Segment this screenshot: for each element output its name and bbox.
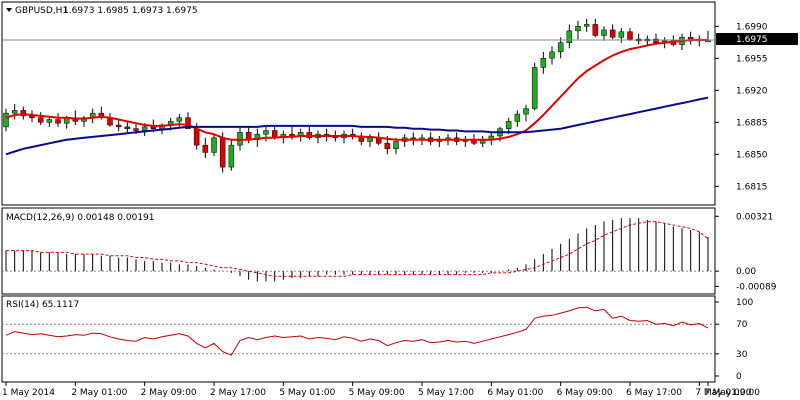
candle-bull	[228, 144, 235, 168]
macd-title: MACD(12,26,9) 0.00148 0.00191	[6, 213, 155, 223]
macd-tick-label: 0.00	[736, 267, 756, 277]
price-tick-label: 1.6955	[736, 54, 768, 64]
candle-bear	[37, 117, 44, 123]
macd-tick-label: -0.00089	[736, 282, 777, 292]
macd-axis: 0.00321 0.00 -0.00089	[715, 212, 777, 292]
candle-bear	[627, 31, 633, 40]
rsi-tick-label: 100	[736, 298, 753, 308]
candle-bull	[393, 141, 399, 150]
time-tick-label: 6 May 17:00	[626, 388, 682, 398]
candle-bull	[514, 113, 521, 122]
price-tick-label: 1.6885	[736, 118, 768, 128]
macd-signal-line	[6, 221, 709, 277]
price-panel-frame	[1, 1, 716, 206]
macd-panel[interactable]: MACD(12,26,9) 0.00148 0.00191 0.003210.0…	[1, 207, 777, 295]
macd-panel-frame	[1, 207, 716, 295]
time-tick-label: 5 May 09:00	[349, 388, 405, 398]
triangle-down-icon[interactable]	[6, 8, 12, 12]
ohlc-label: 1.6973 1.6985 1.6973 1.6975	[63, 6, 198, 16]
rsi-panel[interactable]: RSI(14) 65.1117 100 70 30 0	[1, 295, 753, 383]
price-tick-label: 1.6990	[736, 22, 768, 32]
candle-bear	[592, 24, 599, 36]
candle-bull	[549, 51, 555, 59]
symbol-label: GBPUSD,H1	[15, 6, 68, 16]
time-tick-label: 7 May 09:00	[704, 388, 760, 398]
rsi-title: RSI(14) 65.1117	[6, 300, 79, 310]
candle-bear	[124, 126, 131, 129]
price-panel[interactable]: GBPUSD,H1 1.6973 1.6985 1.6973 1.6975 1.…	[1, 1, 798, 206]
current-price-box	[716, 33, 798, 45]
candle-bull	[566, 30, 573, 43]
candle-bear	[115, 124, 122, 128]
candle-bull	[540, 58, 547, 68]
candle-bull	[523, 108, 529, 115]
time-tick-label: 5 May 01:00	[279, 388, 335, 398]
candle-bull	[11, 110, 18, 114]
time-tick-label: 1 May 2014	[2, 388, 55, 398]
time-tick-label: 5 May 17:00	[418, 388, 474, 398]
candle-bull	[263, 130, 269, 135]
candle-bull	[211, 137, 217, 153]
price-axis: 1.6990 1.6955 1.6920 1.6885 1.6850 1.6815	[715, 22, 768, 192]
time-tick-label: 2 May 17:00	[210, 388, 266, 398]
candle-bear	[150, 126, 157, 129]
current-price-label: 1.6975	[736, 35, 768, 45]
macd-histogram	[5, 218, 709, 282]
candle-bull	[531, 67, 538, 109]
candle-bear	[185, 117, 191, 129]
candle-bull	[367, 137, 373, 142]
candle-bull	[505, 121, 512, 129]
candle-bull	[618, 31, 625, 38]
rsi-tick-label: 0	[736, 372, 742, 382]
price-tick-label: 1.6920	[736, 86, 768, 96]
moving-average-fast	[5, 39, 708, 141]
rsi-axis: 100 70 30 0	[715, 298, 753, 382]
time-tick-label: 6 May 09:00	[557, 388, 613, 398]
candle-bull	[583, 24, 590, 27]
time-tick-label: 6 May 01:00	[487, 388, 543, 398]
rsi-line	[5, 306, 709, 356]
candle-bear	[55, 119, 61, 124]
candle-bear	[384, 143, 391, 150]
candle-bull	[601, 29, 607, 36]
candle-bull	[176, 117, 183, 122]
candle-bull	[141, 126, 148, 131]
candle-bear	[133, 128, 139, 131]
time-tick-label: 2 May 09:00	[141, 388, 197, 398]
candle-bull	[46, 119, 53, 123]
price-tick-label: 1.6850	[736, 150, 768, 160]
rsi-tick-label: 30	[736, 350, 748, 360]
rsi-tick-label: 70	[736, 320, 748, 330]
time-tick-label: 2 May 01:00	[71, 388, 127, 398]
price-tick-label: 1.6815	[736, 182, 768, 192]
candle-bull	[557, 42, 564, 53]
time-tick-label: 7 May 01:00	[695, 388, 751, 398]
candle-bull	[575, 26, 581, 32]
macd-tick-label: 0.00321	[736, 212, 773, 222]
candle-bear	[219, 137, 226, 168]
rsi-panel-frame	[1, 295, 716, 383]
candle-bull	[3, 112, 9, 128]
moving-average-slow	[5, 96, 709, 156]
time-axis: 1 May 2014 2 May 01:00 2 May 09:00 2 May 17…	[2, 382, 760, 398]
candle-bear	[609, 29, 616, 38]
candle-bear	[193, 128, 200, 146]
candle-bear	[202, 144, 209, 153]
